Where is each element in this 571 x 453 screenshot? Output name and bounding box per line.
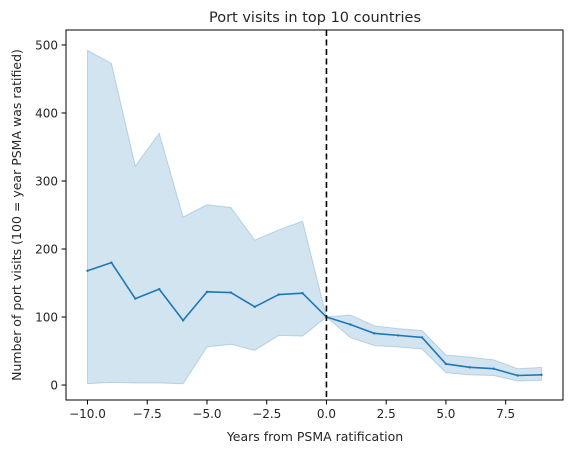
data-point <box>277 293 280 296</box>
y-tick-label: 300 <box>35 174 58 188</box>
y-axis-title: Number of port visits (100 = year PSMA w… <box>9 49 24 381</box>
x-tick-label: −5.0 <box>192 407 221 421</box>
x-tick-label: −10.0 <box>69 407 106 421</box>
confidence-band <box>87 49 542 385</box>
plot-area <box>86 30 543 400</box>
y-axis: 0 100 200 300 400 500 <box>35 38 66 392</box>
data-point <box>540 373 543 377</box>
plot-frame <box>65 29 564 401</box>
y-tick-label: 0 <box>50 378 58 392</box>
chart-title: Port visits in top 10 countries <box>209 10 421 26</box>
data-point <box>444 362 448 366</box>
data-point <box>229 291 233 294</box>
data-point <box>205 290 209 294</box>
data-point <box>301 292 304 295</box>
x-tick-label: −2.5 <box>252 407 281 421</box>
data-point <box>110 261 113 264</box>
data-point <box>396 334 400 337</box>
data-point <box>492 367 495 370</box>
x-axis: −10.0 −7.5 −5.0 −2.5 0.0 2.5 5.0 7.5 <box>69 400 515 421</box>
x-axis-title: Years from PSMA ratification <box>226 429 403 444</box>
data-point <box>420 336 424 339</box>
y-tick-label: 400 <box>35 106 58 120</box>
data-point <box>157 287 161 291</box>
x-tick-label: 0.0 <box>317 407 336 421</box>
y-tick-label: 200 <box>35 242 58 256</box>
data-point <box>181 319 185 322</box>
data-point <box>253 305 256 309</box>
x-tick-label: 5.0 <box>436 407 455 421</box>
x-tick-label: −7.5 <box>133 407 162 421</box>
data-point <box>373 332 376 335</box>
data-point <box>86 269 89 272</box>
y-tick-label: 500 <box>35 38 58 52</box>
x-tick-label: 2.5 <box>377 407 396 421</box>
series-line <box>87 261 542 377</box>
data-point <box>516 374 519 377</box>
data-point <box>349 323 352 326</box>
x-tick-label: 7.5 <box>496 407 515 421</box>
y-tick-label: 100 <box>35 310 58 324</box>
data-point <box>134 297 137 300</box>
data-point <box>468 366 472 369</box>
